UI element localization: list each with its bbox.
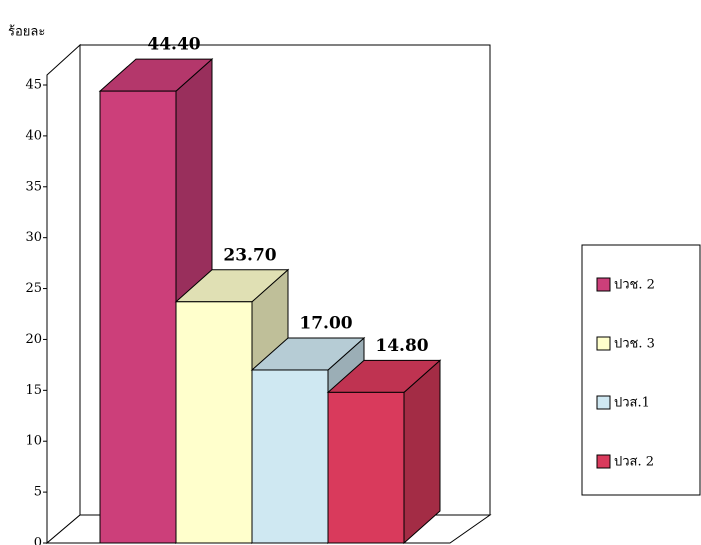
y-tick-label: 30 (25, 230, 42, 245)
y-axis-label: ร้อยละ (8, 25, 45, 40)
bar (251, 369, 329, 544)
value-label: 23.70 (223, 245, 276, 265)
y-tick-label: 5 (34, 485, 42, 500)
bar (175, 301, 253, 544)
bar (327, 391, 405, 544)
value-label: 44.40 (147, 35, 200, 55)
legend-swatch (596, 277, 611, 292)
y-tick-label: 20 (25, 332, 42, 347)
legend-label: ปวช. 2 (614, 278, 655, 293)
value-label: 14.80 (375, 336, 428, 356)
legend-label: ปวส. 2 (614, 455, 654, 470)
y-tick-label: 15 (25, 383, 42, 398)
y-tick-label: 40 (25, 128, 42, 143)
legend-label: ปวช. 3 (614, 337, 655, 352)
legend-label: ปวส.1 (614, 396, 650, 411)
value-label: 17.00 (299, 313, 352, 333)
legend-swatch (596, 395, 611, 410)
y-tick-label: 45 (25, 78, 42, 93)
y-tick-label: 10 (25, 434, 42, 449)
legend-swatch (596, 336, 611, 351)
legend-swatch (596, 454, 611, 469)
side-wall (46, 43, 81, 545)
y-tick-label: 25 (25, 281, 42, 296)
y-tick-label: 35 (25, 179, 42, 194)
bar (99, 90, 177, 544)
y-tick-label: 0 (34, 536, 42, 545)
